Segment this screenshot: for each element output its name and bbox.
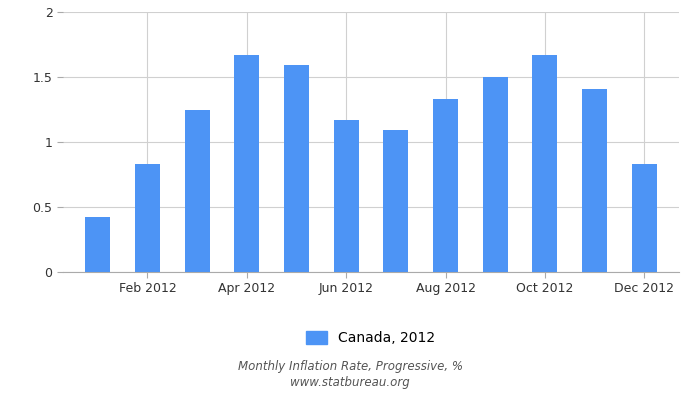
Bar [632, 164, 657, 272]
Text: Monthly Inflation Rate, Progressive, %: Monthly Inflation Rate, Progressive, % [237, 360, 463, 373]
Bar [533, 55, 557, 272]
Bar [185, 110, 209, 272]
Bar [85, 217, 110, 272]
Bar [384, 130, 408, 272]
Bar [433, 99, 458, 272]
Text: www.statbureau.org: www.statbureau.org [290, 376, 410, 389]
Bar [582, 89, 607, 272]
Bar [334, 120, 358, 272]
Bar [284, 65, 309, 272]
Bar [234, 55, 259, 272]
Legend: Canada, 2012: Canada, 2012 [301, 326, 441, 351]
Bar [135, 164, 160, 272]
Bar [483, 77, 507, 272]
